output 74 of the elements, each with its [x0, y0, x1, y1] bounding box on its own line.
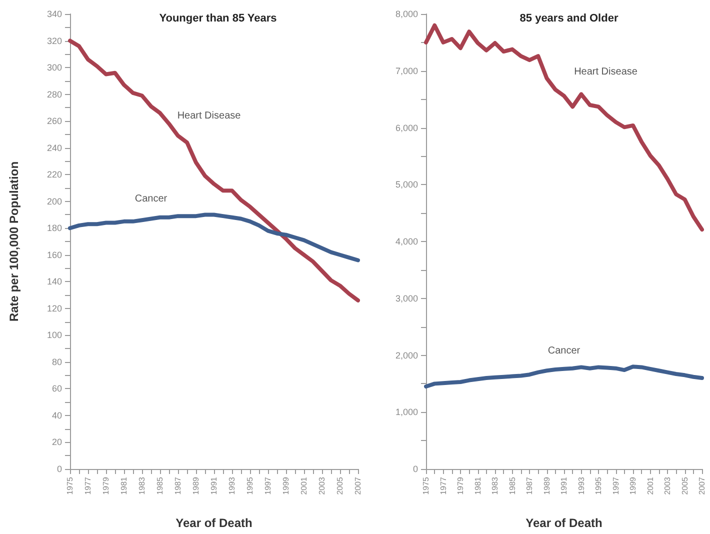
y-tick-label: 0 [412, 464, 418, 474]
x-tick-label: 1985 [156, 476, 164, 495]
line-series [68, 212, 360, 262]
y-tick-label: 3,000 [395, 293, 418, 304]
x-tick-label: 1997 [264, 476, 272, 495]
x-tick-label: 1993 [576, 476, 586, 495]
x-tick-label: 2003 [318, 476, 326, 495]
x-tick-label: 1995 [594, 476, 603, 495]
y-tick-label: 8,000 [395, 9, 418, 19]
chart-title: 85 years and Older [520, 12, 619, 24]
y-tick-label: 180 [46, 223, 62, 234]
y-tick-label: 160 [46, 250, 62, 260]
y-tick-label: 280 [46, 89, 62, 100]
x-tick-label: 2003 [663, 476, 672, 495]
x-tick-label: 1975 [422, 476, 430, 495]
x-tick-label: 2007 [354, 476, 362, 495]
x-tick-label: 1979 [102, 476, 110, 495]
x-tick-label: 2001 [646, 476, 655, 495]
series-label: Heart Disease [574, 66, 638, 78]
y-tick-label: 1,000 [395, 407, 418, 418]
y-tick-label: 120 [46, 303, 62, 314]
x-tick-label: 1985 [508, 476, 517, 495]
y-tick-label: 340 [46, 9, 62, 19]
y-tick-label: 80 [52, 356, 62, 367]
chart-title: Younger than 85 Years [159, 12, 277, 24]
y-tick-label: 200 [46, 196, 62, 206]
x-tick-label: 1991 [560, 476, 568, 495]
x-tick-label: 1995 [246, 476, 254, 495]
line-series [424, 23, 704, 232]
y-tick-label: 0 [56, 464, 62, 474]
x-tick-label: 1993 [228, 476, 236, 495]
y-tick-label: 6,000 [395, 122, 418, 133]
line-series [68, 38, 360, 302]
x-tick-label: 2005 [680, 476, 690, 495]
x-tick-label: 1999 [282, 476, 290, 495]
y-axis-title: Rate per 100,000 Population [7, 161, 21, 322]
x-tick-label: 1987 [525, 476, 534, 495]
x-axis-title: Year of Death [526, 516, 602, 530]
y-tick-label: 20 [52, 437, 62, 448]
y-tick-label: 240 [46, 142, 62, 153]
y-tick-label: 300 [46, 62, 62, 73]
y-tick-label: 2,000 [395, 350, 418, 360]
y-tick-label: 320 [46, 36, 62, 46]
x-tick-label: 1983 [490, 476, 500, 495]
x-tick-label: 1981 [473, 476, 482, 495]
y-tick-label: 260 [46, 116, 62, 126]
x-tick-label: 1989 [542, 476, 552, 495]
x-tick-label: 1989 [192, 476, 200, 495]
x-tick-label: 1997 [611, 476, 620, 495]
x-tick-label: 1977 [84, 476, 92, 495]
x-tick-label: 1977 [438, 476, 448, 495]
x-tick-label: 1987 [174, 476, 182, 495]
x-tick-label: 1979 [456, 476, 465, 495]
x-tick-label: 1983 [138, 476, 146, 495]
series-label: Cancer [548, 345, 581, 356]
x-tick-label: 1999 [628, 476, 638, 495]
series-label: Cancer [134, 193, 168, 204]
y-tick-label: 220 [46, 170, 62, 180]
y-tick-label: 5,000 [395, 180, 418, 190]
y-tick-label: 60 [52, 384, 62, 394]
series-label: Heart Disease [177, 110, 242, 122]
line-series [424, 364, 704, 389]
x-tick-label: 1981 [120, 476, 128, 495]
y-tick-label: 140 [46, 276, 62, 287]
x-tick-label: 2005 [336, 476, 344, 495]
y-tick-label: 7,000 [395, 66, 418, 76]
x-tick-label: 1975 [66, 476, 74, 495]
y-tick-label: 4,000 [395, 236, 418, 246]
y-tick-label: 100 [46, 330, 62, 340]
y-tick-label: 40 [52, 410, 62, 420]
x-tick-label: 2001 [300, 476, 308, 495]
x-tick-label: 2007 [698, 476, 706, 495]
x-axis-title: Year of Death [176, 516, 252, 530]
x-tick-label: 1991 [210, 476, 218, 495]
